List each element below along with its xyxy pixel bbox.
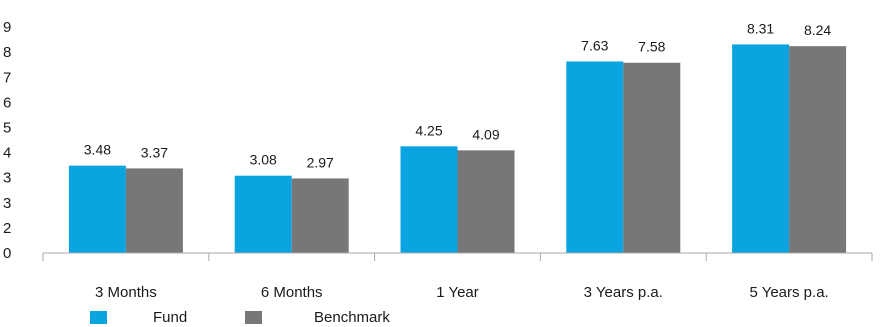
data-labels: 3.48 3.37 3.08 2.97 4.25 4.09 7.63 7.58 8.31 8.24	[84, 20, 832, 170]
y-tick-label: 6	[3, 94, 11, 111]
legend-label-fund: Fund	[153, 309, 187, 326]
data-label-benchmark-4: 8.24	[804, 22, 831, 38]
bar-benchmark-1	[291, 178, 349, 253]
data-label-fund-3: 7.63	[581, 37, 608, 53]
bar-fund-1	[234, 175, 292, 253]
y-tick-label: 3	[3, 195, 11, 212]
legend-swatch-benchmark	[245, 311, 262, 324]
category-label: 5 Years p.a.	[749, 284, 828, 301]
category-label: 3 Months	[95, 284, 157, 301]
y-axis-tick-labels: 0 2 3 3 4 5 6 7 8 9	[3, 19, 11, 262]
data-label-fund-0: 3.48	[84, 142, 111, 158]
category-label: 3 Years p.a.	[584, 284, 663, 301]
y-tick-label: 5	[3, 120, 11, 137]
bar-benchmark-4	[789, 46, 847, 254]
axes	[42, 252, 873, 261]
y-tick-label: 4	[3, 145, 11, 162]
y-tick-label: 7	[3, 69, 11, 86]
category-label: 1 Year	[436, 284, 479, 301]
data-label-fund-4: 8.31	[747, 20, 774, 36]
y-tick-label: 3	[3, 170, 11, 187]
x-axis-category-labels: 3 Months 6 Months 1 Year 3 Years p.a. 5 Year…	[95, 284, 829, 301]
bar-fund-0	[68, 165, 126, 253]
data-label-benchmark-2: 4.09	[472, 126, 499, 142]
y-tick-label: 8	[3, 44, 11, 61]
bar-benchmark-3	[623, 62, 681, 253]
category-label: 6 Months	[261, 284, 323, 301]
bar-benchmark-0	[125, 168, 183, 253]
data-label-fund-1: 3.08	[250, 152, 277, 168]
bar-fund-2	[400, 146, 458, 253]
y-tick-label: 0	[3, 245, 11, 262]
y-tick-label: 9	[3, 19, 11, 36]
bar-benchmark-2	[457, 150, 515, 253]
bar-fund-3	[566, 61, 624, 253]
data-label-benchmark-1: 2.97	[307, 154, 334, 170]
bar-fund-4	[732, 44, 790, 253]
legend-swatch-fund	[90, 311, 107, 324]
data-label-benchmark-0: 3.37	[141, 144, 168, 160]
legend-label-benchmark: Benchmark	[314, 309, 390, 326]
legend: Fund Benchmark	[90, 309, 390, 326]
y-tick-label: 2	[3, 220, 11, 237]
bars	[68, 44, 847, 254]
data-label-fund-2: 4.25	[415, 122, 442, 138]
data-label-benchmark-3: 7.58	[638, 39, 665, 55]
